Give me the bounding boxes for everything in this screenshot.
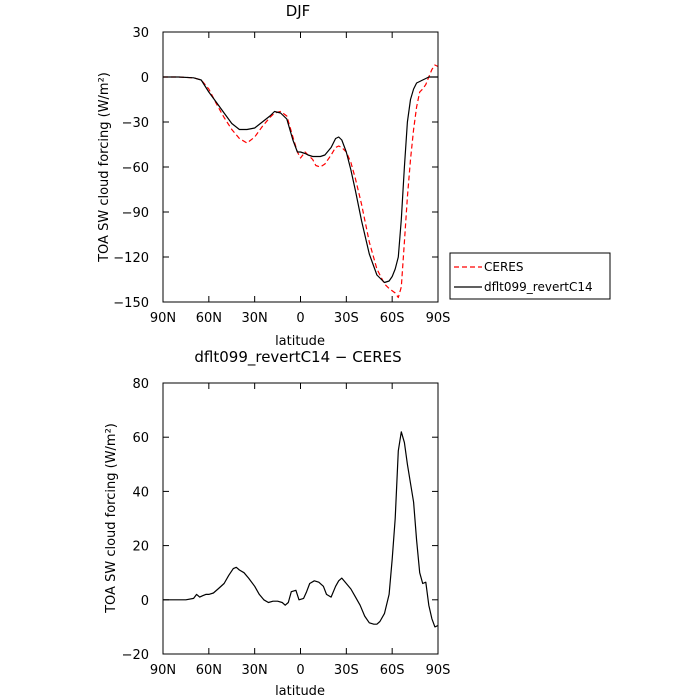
x-tick-label: 30S xyxy=(334,663,359,678)
y-tick-label: −120 xyxy=(113,251,149,266)
x-tick-label: 0 xyxy=(296,311,304,326)
legend-model-label: dflt099_revertC14 xyxy=(484,280,593,294)
y-tick-label: 20 xyxy=(132,540,149,555)
legend-ceres-label: CERES xyxy=(484,260,524,274)
bottom-panel: dflt099_revertC14 − CERES 90N 60N 30N 0 30S 6… xyxy=(104,348,450,699)
y-tick-label: 40 xyxy=(132,485,149,500)
x-tick-label: 60S xyxy=(380,663,405,678)
top-y-axis-label: TOA SW cloud forcing (W/m²) xyxy=(97,72,112,263)
x-tick-label: 30N xyxy=(242,311,268,326)
top-panel-title: DJF xyxy=(286,2,311,20)
y-tick-label: 0 xyxy=(141,71,149,86)
x-tick-label: 60N xyxy=(196,311,222,326)
y-tick-label: 60 xyxy=(132,431,149,446)
x-tick-label: 90N xyxy=(150,663,176,678)
top-plot-area xyxy=(163,64,439,299)
y-tick-label: −150 xyxy=(113,296,149,311)
difference-series-line xyxy=(163,431,439,628)
bottom-y-ticks: 80 60 40 20 0 −20 xyxy=(122,377,438,663)
legend: CERES dflt099_revertC14 xyxy=(449,252,611,300)
x-tick-label: 60N xyxy=(196,663,222,678)
ceres-series-line xyxy=(163,64,439,299)
bottom-panel-title: dflt099_revertC14 − CERES xyxy=(194,348,401,367)
y-tick-label: −20 xyxy=(122,648,149,663)
x-tick-label: 90S xyxy=(426,311,451,326)
x-tick-label: 90N xyxy=(150,311,176,326)
top-panel: DJF 90N 60N 30N 0 30S 60S 90S 30 0 −30 −60 −90 −120… xyxy=(97,2,611,349)
y-tick-label: 30 xyxy=(132,26,149,41)
bottom-plot-area xyxy=(163,431,439,628)
y-tick-label: −30 xyxy=(122,116,149,131)
x-tick-label: 0 xyxy=(296,663,304,678)
top-x-ticks: 90N 60N 30N 0 30S 60S 90S xyxy=(150,32,451,326)
bottom-x-axis-label: latitude xyxy=(275,684,325,699)
x-tick-label: 90S xyxy=(426,663,451,678)
y-tick-label: −60 xyxy=(122,161,149,176)
x-tick-label: 30S xyxy=(334,311,359,326)
y-tick-label: 80 xyxy=(132,377,149,392)
x-tick-label: 60S xyxy=(380,311,405,326)
legend-box xyxy=(449,252,611,300)
bottom-x-ticks: 90N 60N 30N 0 30S 60S 90S xyxy=(150,383,451,678)
dflt099-revertc14-series-line xyxy=(163,76,438,284)
x-tick-label: 30N xyxy=(242,663,268,678)
y-tick-label: −90 xyxy=(122,206,149,221)
bottom-plot-frame xyxy=(162,382,439,655)
top-x-axis-label: latitude xyxy=(275,334,325,349)
y-tick-label: 0 xyxy=(141,594,149,609)
bottom-y-axis-label: TOA SW cloud forcing (W/m²) xyxy=(104,423,119,614)
top-y-ticks: 30 0 −30 −60 −90 −120 −150 xyxy=(113,26,438,311)
